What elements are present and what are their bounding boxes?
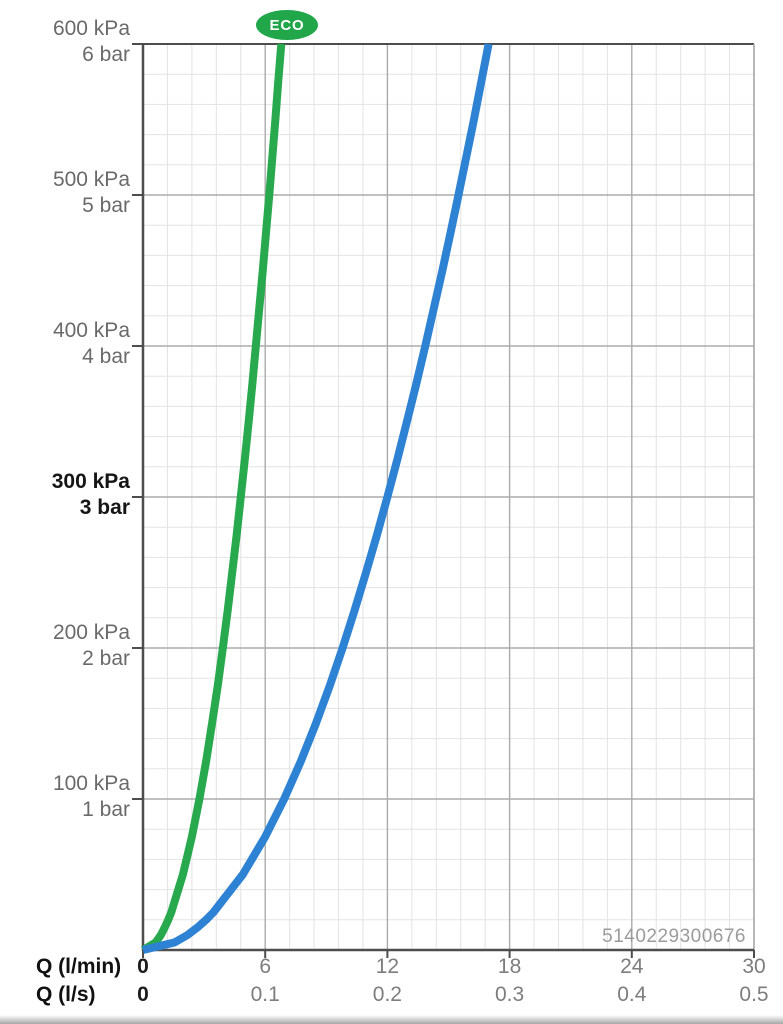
x-tick-ls-0.3: 0.3	[494, 983, 525, 1006]
y-tick-label-500kpa: 500 kPa 5 bar	[0, 167, 130, 219]
y-tick-bar-text: 5 bar	[82, 194, 130, 217]
blue_curve	[142, 43, 493, 954]
x-tick-ls-0: 0	[137, 983, 149, 1006]
y-tick-bar-text: 3 bar	[79, 496, 130, 519]
y-tick-kpa-text: 400 kPa	[52, 319, 130, 342]
x-tick-ls-0.5: 0.5	[739, 983, 769, 1006]
y-tick-kpa-text: 300 kPa	[51, 470, 130, 493]
y-tick-kpa-text: 200 kPa	[52, 621, 130, 644]
y-tick-kpa-text: 100 kPa	[52, 772, 130, 795]
x-axis-unit-ls: Q (l/s)	[36, 983, 96, 1006]
y-tick-bar-text: 2 bar	[82, 647, 130, 670]
bottom-shadow-band	[0, 1015, 783, 1024]
y-tick-bar-text: 1 bar	[82, 798, 130, 821]
x-tick-lmin-18: 18	[497, 955, 522, 978]
y-tick-label-100kpa: 100 kPa 1 bar	[0, 771, 130, 823]
x-tick-lmin-12: 12	[375, 955, 400, 978]
y-tick-label-200kpa: 200 kPa 2 bar	[0, 620, 130, 672]
y-tick-label-300kpa: 300 kPa 3 bar	[0, 469, 130, 521]
y-tick-bar-text: 4 bar	[82, 345, 130, 368]
eco_curve	[140, 43, 286, 954]
article-number-watermark: 5140229300676	[602, 926, 746, 947]
x-axis-unit-lmin: Q (l/min)	[36, 955, 122, 978]
x-tick-ls-0.1: 0.1	[250, 983, 280, 1006]
x-tick-lmin-0: 0	[137, 955, 149, 978]
x-tick-ls-0.2: 0.2	[372, 983, 402, 1006]
x-tick-lmin-30: 30	[742, 955, 766, 978]
y-tick-kpa-text: 600 kPa	[52, 17, 130, 40]
x-tick-lmin-24: 24	[620, 955, 644, 978]
x-tick-lmin-6: 6	[259, 955, 272, 978]
y-tick-label-600kpa: 600 kPa 6 bar	[0, 16, 130, 68]
x-tick-ls-0.4: 0.4	[617, 983, 647, 1006]
y-tick-label-400kpa: 400 kPa 4 bar	[0, 318, 130, 370]
eco-badge: ECO	[256, 10, 318, 40]
y-tick-bar-text: 6 bar	[82, 43, 130, 66]
y-tick-kpa-text: 500 kPa	[52, 168, 130, 191]
